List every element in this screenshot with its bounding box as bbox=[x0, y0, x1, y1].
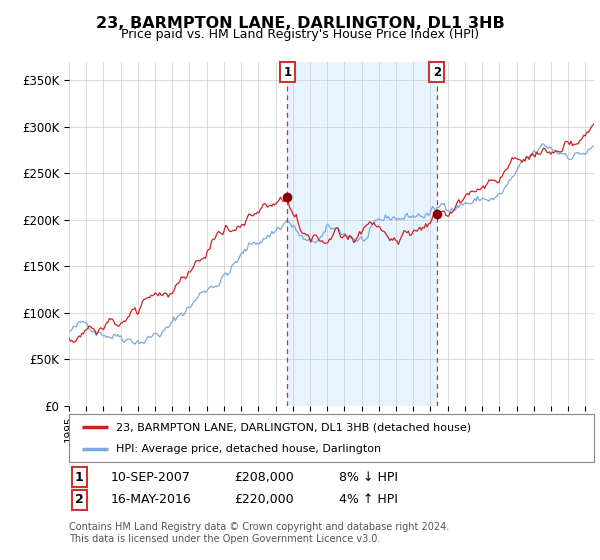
Text: Price paid vs. HM Land Registry's House Price Index (HPI): Price paid vs. HM Land Registry's House … bbox=[121, 28, 479, 41]
Text: 2: 2 bbox=[433, 66, 441, 79]
Text: Contains HM Land Registry data © Crown copyright and database right 2024.
This d: Contains HM Land Registry data © Crown c… bbox=[69, 522, 449, 544]
Text: 8% ↓ HPI: 8% ↓ HPI bbox=[339, 470, 398, 484]
Text: 2: 2 bbox=[75, 493, 84, 506]
Text: 23, BARMPTON LANE, DARLINGTON, DL1 3HB (detached house): 23, BARMPTON LANE, DARLINGTON, DL1 3HB (… bbox=[116, 422, 472, 432]
Bar bbox=[287, 62, 437, 406]
Text: 16-MAY-2016: 16-MAY-2016 bbox=[111, 493, 192, 506]
Text: 23, BARMPTON LANE, DARLINGTON, DL1 3HB: 23, BARMPTON LANE, DARLINGTON, DL1 3HB bbox=[95, 16, 505, 31]
Text: 10-SEP-2007: 10-SEP-2007 bbox=[111, 470, 191, 484]
Text: 1: 1 bbox=[283, 66, 292, 79]
Text: £220,000: £220,000 bbox=[234, 493, 293, 506]
Text: HPI: Average price, detached house, Darlington: HPI: Average price, detached house, Darl… bbox=[116, 444, 382, 454]
Text: 1: 1 bbox=[75, 470, 84, 484]
Text: £208,000: £208,000 bbox=[234, 470, 294, 484]
Text: 4% ↑ HPI: 4% ↑ HPI bbox=[339, 493, 398, 506]
